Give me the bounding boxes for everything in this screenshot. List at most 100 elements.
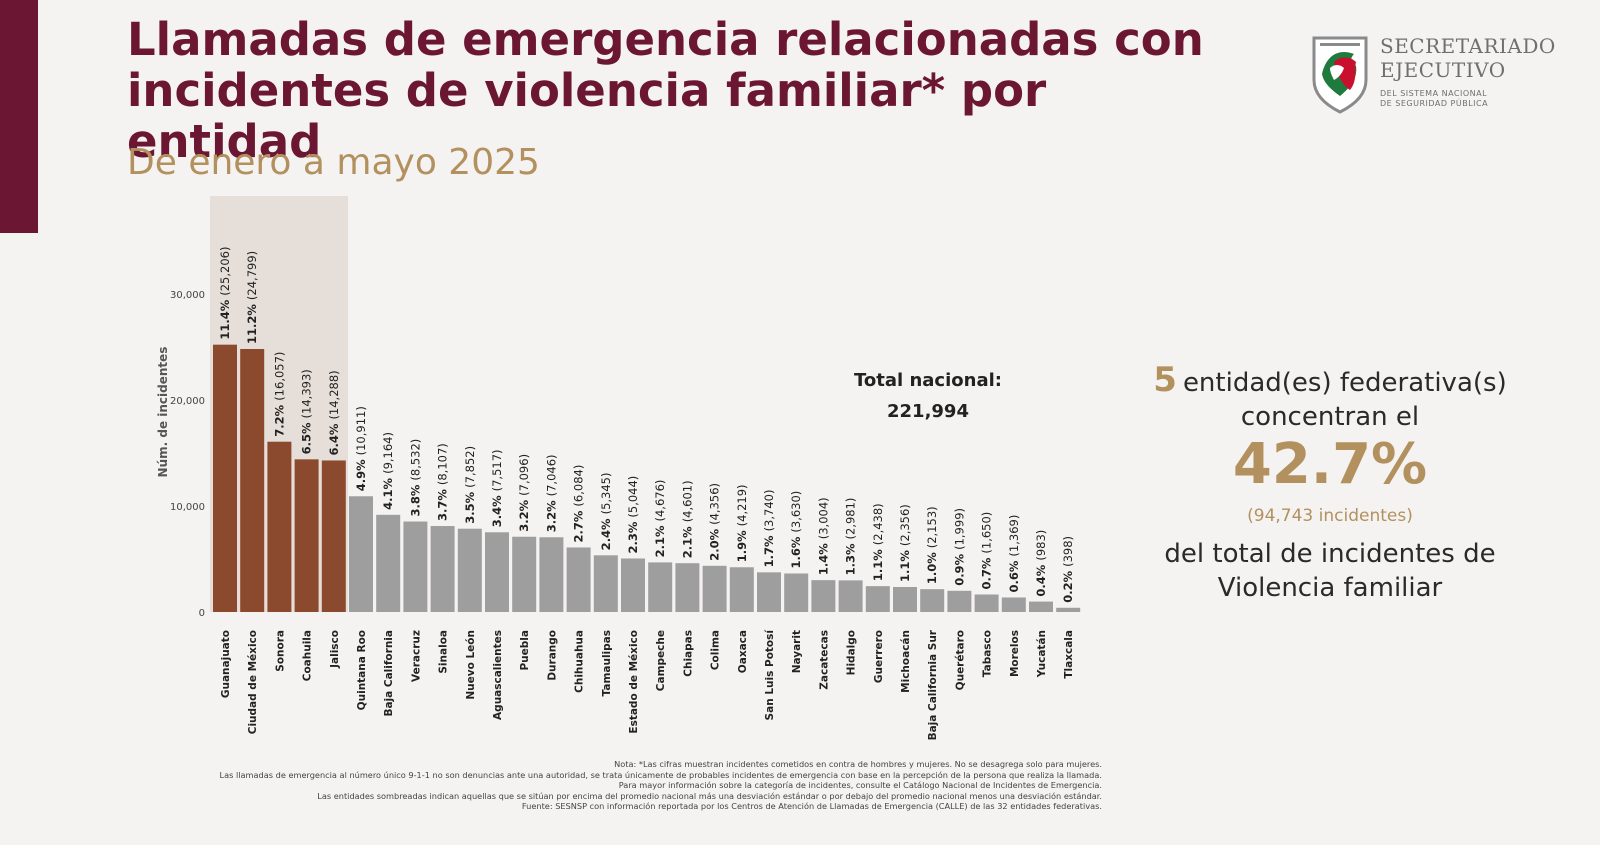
data-label-percent: 1.3% [844, 539, 858, 575]
bar [865, 586, 890, 612]
bar [267, 441, 292, 612]
x-tick-label: Sinaloa [438, 630, 450, 674]
data-label-count: (983) [1034, 530, 1048, 561]
data-label: 2.3% (5,044) [626, 476, 640, 554]
total-annotation-value: 221,994 [887, 401, 969, 422]
data-label-percent: 0.4% [1034, 561, 1048, 597]
bar [512, 536, 537, 612]
x-tick-label: Quintana Roo [356, 630, 368, 710]
data-label-count: (7,046) [544, 454, 558, 496]
data-label-count: (4,219) [735, 484, 749, 526]
data-label-count: (25,206) [218, 247, 232, 296]
data-label-percent: 2.7% [572, 507, 586, 543]
footnote-line: Las entidades sombreadas indican aquella… [317, 790, 1102, 801]
bar [675, 563, 700, 612]
data-label: 1.1% (2,438) [871, 503, 885, 581]
x-tick-label: Baja California [383, 630, 395, 717]
bar [648, 562, 673, 612]
data-label-percent: 3.2% [544, 496, 558, 532]
bar [729, 567, 754, 612]
x-tick-label: Chihuahua [574, 630, 586, 693]
data-label: 1.4% (3,004) [816, 497, 830, 575]
data-label-percent: 1.1% [871, 545, 885, 581]
x-tick-label: Baja California Sur [927, 629, 939, 740]
data-label-count: (14,393) [300, 369, 314, 418]
total-annotation-label: Total nacional: [854, 370, 1002, 391]
data-label-count: (4,356) [708, 483, 722, 525]
title-line-1: Llamadas de emergencia relacionadas con [127, 13, 1204, 66]
bar [430, 526, 455, 612]
footnote-line: Para mayor información sobre la categorí… [618, 780, 1102, 790]
x-tick-label: Tamaulipas [601, 630, 613, 696]
x-tick-label: Puebla [519, 630, 531, 671]
data-label-percent: 6.4% [327, 420, 341, 456]
summary-line-2: concentran el [1240, 402, 1420, 432]
summary-count: 5 [1153, 360, 1177, 400]
data-label: 2.0% (4,356) [708, 483, 722, 561]
summary-percent: 42.7% [1232, 432, 1428, 497]
data-label-percent: 3.7% [436, 485, 450, 521]
data-label: 0.9% (1,999) [952, 508, 966, 586]
data-label: 6.4% (14,288) [327, 370, 341, 455]
bar [920, 589, 945, 612]
page-title: Llamadas de emergencia relacionadas con … [127, 14, 1247, 167]
data-label-count: (6,084) [572, 465, 586, 507]
x-tick-label: Coahuila [302, 630, 314, 681]
bar [621, 558, 645, 612]
data-label: 11.4% (25,206) [218, 247, 232, 340]
data-label: 2.1% (4,601) [680, 480, 694, 558]
data-label-count: (5,345) [599, 472, 613, 514]
data-label-percent: 3.5% [463, 488, 477, 524]
data-label-count: (1,369) [1007, 515, 1021, 557]
bar [838, 580, 863, 612]
y-tick-label: 10,000 [170, 502, 205, 513]
footnote-line: Las llamadas de emergencia al número úni… [219, 769, 1102, 780]
accent-bar [0, 0, 38, 233]
data-label: 3.8% (8,532) [408, 439, 422, 517]
data-label-count: (5,044) [626, 476, 640, 518]
summary-line-1-text: entidad(es) federativa(s) [1182, 368, 1507, 398]
data-label: 4.1% (9,164) [381, 432, 395, 510]
data-label: 4.9% (10,911) [354, 406, 368, 491]
data-label-count: (3,740) [762, 490, 776, 532]
bar [1001, 597, 1026, 612]
bar-chart: 0 10,000 20,000 30,000 Núm. de incidentes 11.… [156, 196, 1081, 740]
bar [702, 565, 727, 612]
x-tick-label: Veracruz [410, 630, 422, 682]
data-label-count: (1,999) [952, 508, 966, 550]
data-label-percent: 2.1% [653, 521, 667, 557]
data-label: 7.2% (16,057) [272, 352, 286, 437]
data-label: 1.9% (4,219) [735, 484, 749, 562]
x-tick-label: Tabasco [982, 630, 994, 677]
data-label-count: (2,153) [925, 506, 939, 548]
data-label-count: (7,517) [490, 449, 504, 491]
data-label: 3.2% (7,046) [544, 454, 558, 532]
data-label: 1.3% (2,981) [844, 498, 858, 576]
summary-line-5: Violencia familiar [1217, 573, 1443, 603]
data-label-count: (4,601) [680, 480, 694, 522]
bar [974, 594, 999, 612]
x-tick-label: Guerrero [873, 630, 885, 683]
summary-incidents: (94,743 incidentes) [1247, 506, 1413, 526]
data-label: 3.2% (7,096) [517, 454, 531, 532]
data-label-count: (7,096) [517, 454, 531, 496]
x-tick-label: Hidalgo [846, 630, 858, 675]
x-tick-label: Jalisco [329, 630, 341, 669]
x-tick-label: Colima [710, 630, 722, 670]
data-label: 3.4% (7,517) [490, 449, 504, 527]
data-label-percent: 3.4% [490, 491, 504, 527]
data-label-count: (2,981) [844, 498, 858, 540]
data-label-percent: 3.2% [517, 496, 531, 532]
data-label: 3.5% (7,852) [463, 446, 477, 524]
logo-sub-line-1: DEL SISTEMA NACIONAL [1380, 89, 1488, 98]
data-label-count: (398) [1061, 536, 1075, 567]
x-tick-label: Guanajuato [220, 630, 232, 698]
data-label-percent: 11.4% [218, 296, 232, 340]
bar [376, 514, 401, 612]
x-tick-label: Nayarit [791, 630, 803, 673]
y-tick-label: 0 [199, 608, 205, 619]
data-label: 0.7% (1,650) [980, 512, 994, 590]
logo-title: SECRETARIADO EJECUTIVO [1380, 34, 1556, 82]
bar [757, 572, 781, 612]
bar [811, 580, 836, 612]
